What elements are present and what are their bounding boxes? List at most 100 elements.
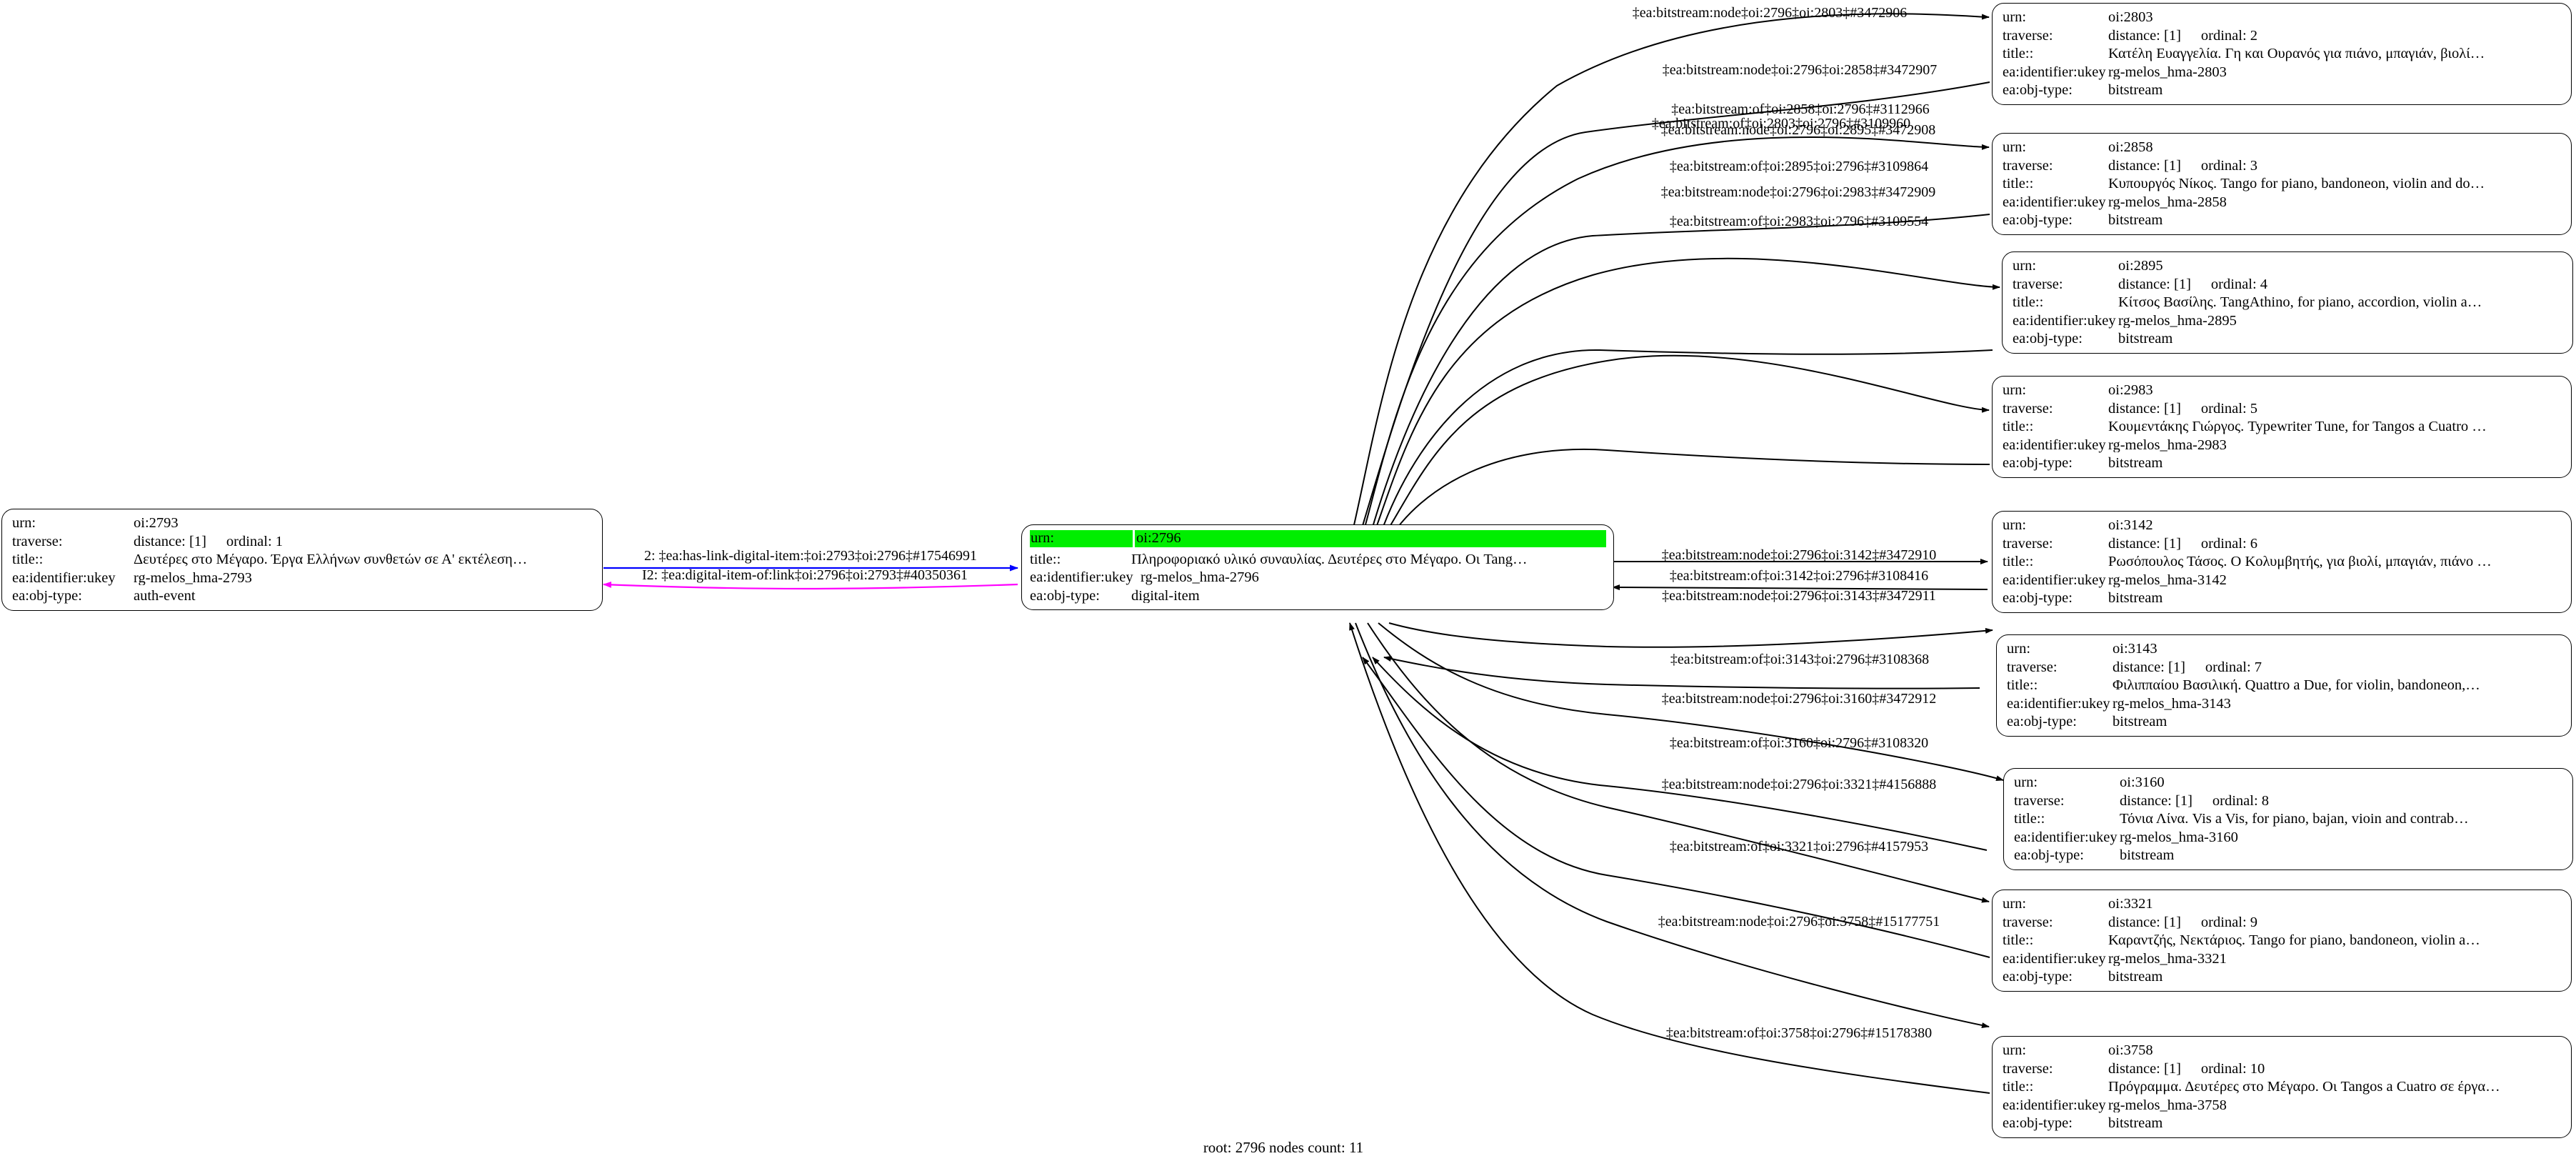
traverse-distance: distance: [1]: [2108, 158, 2181, 173]
field-value-ukey: rg-melos_hma-2803: [2108, 64, 2227, 79]
field-value-ukey: rg-melos_hma-2793: [134, 570, 252, 585]
edge-label-2796-2983-node[interactable]: ‡ea:bitstream:node‡oi:2796‡oi:2983‡#3472…: [1660, 184, 1936, 200]
edge-2858-2796-of: [1366, 214, 1990, 545]
edge-label-2796-2895-node[interactable]: ‡ea:bitstream:node‡oi:2796‡oi:2895‡#3472…: [1660, 122, 1936, 138]
edge-label-2796-2803-node[interactable]: ‡ea:bitstream:node‡oi:2796‡oi:2803‡#3472…: [1632, 5, 1908, 21]
field-label-urn: urn:: [2003, 1042, 2027, 1058]
traverse-ordinal: ordinal: 4: [2210, 276, 2268, 292]
node-row-ukey: ea:identifier:ukey rg-melos_hma-2983: [2003, 437, 2562, 453]
edge-label-2796-3143-node[interactable]: ‡ea:bitstream:node‡oi:2796‡oi:3143‡#3472…: [1662, 588, 1936, 604]
field-label-urn: urn:: [2003, 517, 2027, 533]
field-label-urn: urn:: [2003, 139, 2027, 155]
edge-label-2796-3758-node[interactable]: ‡ea:bitstream:node‡oi:2796‡oi:3758‡#1517…: [1658, 914, 1940, 930]
field-value-ukey: rg-melos_hma-3321: [2108, 951, 2227, 966]
edge-label-2796-2858-node[interactable]: ‡ea:bitstream:node‡oi:2796‡oi:2858‡#3472…: [1662, 62, 1938, 78]
field-label-traverse: traverse:: [12, 533, 63, 549]
node-row-traverse: traverse: distance: [1] ordinal: 8: [2014, 793, 2563, 809]
field-label-ukey: ea:identifier:ukey: [2014, 829, 2118, 845]
field-value-title: Κυπουργός Νίκος. Tango for piano, bandon…: [2108, 176, 2485, 191]
field-value-urn: oi:3143: [2113, 642, 2157, 657]
node-oi-2858[interactable]: urn: oi:2858 traverse: distance: [1] ordina…: [1992, 133, 2572, 235]
node-row-title: title:: Κίτσος Βασίλης. TangAthino, for p…: [2013, 295, 2563, 310]
edge-2796-3143-node: [1388, 622, 1993, 648]
node-oi-2793[interactable]: urn: oi:2793 traverse: distance: [1] ordi…: [1, 509, 603, 611]
node-row-urn: urn: oi:2793: [12, 516, 593, 531]
field-value-title: Δευτέρες στο Μέγαρο. Έργα Ελλήνων συνθετ…: [134, 552, 528, 567]
node-row-ukey: ea:identifier:ukey rg-melos_hma-3758: [2003, 1097, 2562, 1113]
field-label-urn: urn:: [1030, 530, 1133, 547]
traverse-distance: distance: [1]: [2108, 1061, 2181, 1076]
edge-label-2858-2796-of[interactable]: ‡ea:bitstream:of‡oi:2858‡oi:2796‡#311296…: [1671, 101, 1930, 117]
field-label-ukey: ea:identifier:ukey: [2003, 194, 2106, 210]
field-value-title: Κίτσος Βασίλης. TangAthino, for piano, a…: [2118, 295, 2482, 310]
field-value-title: Κουμεντάκης Γιώργος. Typewriter Tune, fo…: [2108, 419, 2487, 434]
edge-label-2983-2796-of[interactable]: ‡ea:bitstream:of‡oi:2983‡oi:2796‡#310955…: [1669, 214, 1929, 229]
edge-2796-2793-reverse: [603, 581, 1018, 590]
edge-label-2796-3142-node[interactable]: ‡ea:bitstream:node‡oi:2796‡oi:3142‡#3472…: [1661, 547, 1937, 563]
field-label-objtype: ea:obj-type:: [2003, 1115, 2073, 1131]
traverse-ordinal: ordinal: 5: [2200, 401, 2258, 416]
node-row-ukey: ea:identifier:ukey rg-melos_hma-2803: [2003, 64, 2562, 80]
edge-label-3160-2796-of[interactable]: ‡ea:bitstream:of‡oi:3160‡oi:2796‡#310832…: [1669, 735, 1929, 751]
edge-label-2796-3160-node[interactable]: ‡ea:bitstream:node‡oi:2796‡oi:3160‡#3472…: [1661, 691, 1937, 707]
edge-label-3142-2796-of[interactable]: ‡ea:bitstream:of‡oi:3142‡oi:2796‡#310841…: [1669, 568, 1929, 584]
traverse-distance: distance: [1]: [2113, 659, 2185, 674]
field-value-traverse: distance: [1] ordinal: 9: [2108, 915, 2562, 930]
node-oi-2803[interactable]: urn: oi:2803 traverse: distance: [1] ordina…: [1992, 3, 2572, 105]
node-row-traverse: traverse: distance: [1] ordinal: 10: [2003, 1061, 2562, 1077]
node-oi-2983[interactable]: urn: oi:2983 traverse: distance: [1] ordina…: [1992, 376, 2572, 478]
field-label-traverse: traverse:: [2003, 157, 2053, 174]
edge-label-2895-2796-of[interactable]: ‡ea:bitstream:of‡oi:2895‡oi:2796‡#310986…: [1669, 159, 1929, 174]
node-row-urn: urn: oi:2858: [2003, 140, 2562, 155]
edge-label-3758-2796-of[interactable]: ‡ea:bitstream:of‡oi:3758‡oi:2796‡#151783…: [1665, 1025, 1933, 1041]
edge-label-3321-2796-of[interactable]: ‡ea:bitstream:of‡oi:3321‡oi:2796‡#415795…: [1669, 839, 1929, 854]
field-value-traverse: distance: [1] ordinal: 10: [2108, 1062, 2562, 1077]
node-row-urn: urn: oi:2983: [2003, 383, 2562, 398]
field-value-objtype: bitstream: [2108, 83, 2163, 98]
edge-label-2793-2796-forward[interactable]: 2: ‡ea:has-link-digital-item:‡oi:2793‡oi…: [643, 548, 978, 564]
header-cell-divider: [1133, 530, 1135, 547]
field-value-traverse: distance: [1] ordinal: 1: [134, 534, 593, 549]
field-label-ukey: ea:identifier:ukey: [2003, 950, 2106, 967]
field-value-traverse: distance: [1] ordinal: 2: [2108, 29, 2562, 44]
field-value-objtype: digital-item: [1131, 588, 1200, 603]
traverse-distance: distance: [1]: [2108, 915, 2181, 930]
node-row-objtype: ea:obj-type: bitstream: [2003, 970, 2562, 985]
node-row-urn: urn: oi:3321: [2003, 897, 2562, 912]
node-row-ukey: ea:identifier:ukey rg-melos_hma-3142: [2003, 572, 2562, 588]
field-label-objtype: ea:obj-type:: [1030, 587, 1100, 604]
traverse-ordinal: ordinal: 9: [2200, 915, 2258, 930]
field-value-title: Πληροφοριακό υλικό συναυλίας. Δευτέρες σ…: [1131, 552, 1528, 567]
node-row-ukey: ea:identifier:ukey rg-melos_hma-3143: [2007, 696, 2562, 712]
edge-label-2796-3321-node[interactable]: ‡ea:bitstream:node‡oi:2796‡oi:3321‡#4156…: [1661, 777, 1937, 792]
traverse-distance: distance: [1]: [2118, 276, 2191, 292]
field-value-ukey: rg-melos_hma-2895: [2118, 313, 2237, 328]
field-value-traverse: distance: [1] ordinal: 7: [2113, 660, 2562, 675]
edge-label-2803-2796-of[interactable]: ‡ea:bitstream:of‡oi:2803‡oi:2796‡#310996…: [1651, 116, 1911, 131]
node-oi-2895[interactable]: urn: oi:2895 traverse: distance: [1] ordina…: [2002, 251, 2573, 354]
node-row-objtype: ea:obj-type: digital-item: [1030, 587, 1606, 604]
field-value-urn: oi:2983: [2108, 383, 2153, 398]
node-oi-3142[interactable]: urn: oi:3142 traverse: distance: [1] ordina…: [1992, 511, 2572, 613]
field-value-objtype: bitstream: [2108, 591, 2163, 606]
node-oi-3143[interactable]: urn: oi:3143 traverse: distance: [1] ordina…: [1996, 634, 2572, 737]
field-value-urn: oi:3142: [2108, 518, 2153, 533]
node-oi-3160[interactable]: urn: oi:3160 traverse: distance: [1] ordina…: [2003, 768, 2573, 870]
node-row-objtype: ea:obj-type: bitstream: [2003, 591, 2562, 606]
node-oi-3321[interactable]: urn: oi:3321 traverse: distance: [1] ordina…: [1992, 890, 2572, 992]
node-oi-3758[interactable]: urn: oi:3758 traverse: distance: [1] ordina…: [1992, 1036, 2572, 1138]
node-oi-2796-root[interactable]: urn: oi:2796 title:: Πληροφοριακό υλικό …: [1021, 524, 1614, 610]
field-label-traverse: traverse:: [2007, 659, 2058, 675]
edge-label-3143-2796-of[interactable]: ‡ea:bitstream:of‡oi:3143‡oi:2796‡#310836…: [1670, 652, 1930, 667]
node-row-traverse: traverse: distance: [1] ordinal: 6: [2003, 536, 2562, 552]
node-row-title: title:: Πρόγραμμα. Δευτέρες στο Μέγαρο. Ο…: [2003, 1080, 2562, 1095]
field-label-ukey: ea:identifier:ukey: [2003, 437, 2106, 453]
field-value-ukey: rg-melos_hma-3758: [2108, 1097, 2227, 1112]
field-value-ukey: rg-melos_hma-2858: [2108, 194, 2227, 209]
edge-label-2796-2793-reverse[interactable]: I2: ‡ea:digital-item-of:link‡oi:2796‡oi:…: [641, 567, 968, 583]
field-value-objtype: bitstream: [2108, 1116, 2163, 1131]
field-label-ukey: ea:identifier:ukey: [1030, 569, 1133, 585]
edge-2803-2796-of: [1356, 81, 1990, 545]
traverse-ordinal: ordinal: 3: [2200, 158, 2258, 173]
edge-2796-2803-node: [1349, 13, 1990, 544]
